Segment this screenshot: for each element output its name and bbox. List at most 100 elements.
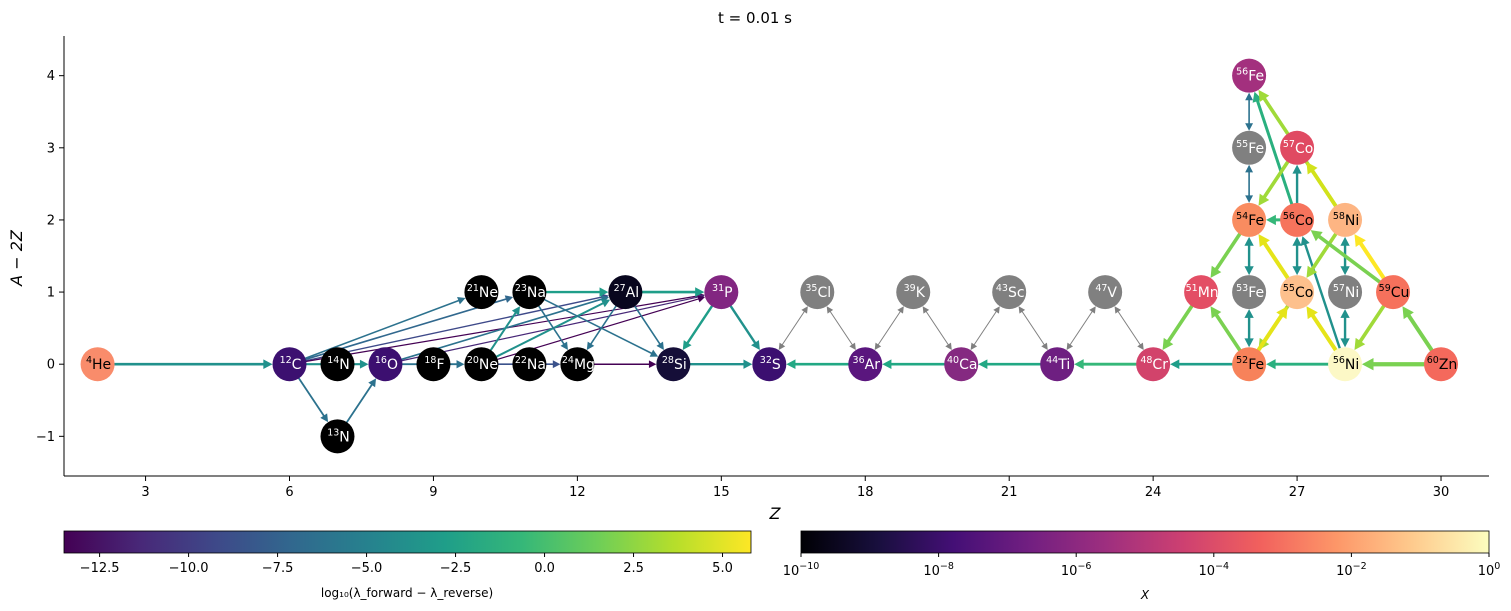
nuclide-label: 48Cr [1140, 355, 1168, 373]
x-axis-label: Z [769, 504, 782, 523]
nuclide-circle [1184, 275, 1219, 310]
reaction-link [1258, 234, 1290, 280]
link-arrowhead [1244, 338, 1254, 348]
x-tick-label: 3 [141, 485, 149, 500]
nuclide-circle [1040, 347, 1075, 382]
link-line [298, 377, 326, 418]
tick-base: 10 [1478, 564, 1495, 579]
reaction-link [1244, 309, 1254, 348]
nuclide-mass: 47 [1095, 283, 1107, 294]
link-arrowhead [1340, 266, 1350, 276]
reaction-link [1300, 236, 1341, 350]
nuclide-mass: 28 [662, 355, 674, 366]
link-arrowhead [882, 359, 892, 370]
reaction-link [1245, 92, 1254, 131]
nuclide-mass: 57 [1283, 139, 1295, 150]
y-axis-label: A − 2Z [7, 229, 26, 287]
nuclide-na-23: 23Na [512, 275, 547, 310]
nuclide-label: 35Cl [805, 283, 831, 301]
nuclide-label: 12C [280, 355, 302, 373]
nuclide-label: 51Mn [1186, 283, 1219, 301]
nuclide-ni-56: 56Ni [1328, 347, 1363, 382]
reaction-link [882, 359, 946, 370]
link-arrowhead [1354, 234, 1366, 247]
nuclide-fe-56: 56Fe [1232, 58, 1267, 93]
nuclide-mass: 40 [947, 355, 959, 366]
colorbar-abundance-tick-label: 10−6 [1061, 561, 1092, 579]
link-line [589, 305, 617, 346]
nuclide-element: Ni [1345, 285, 1359, 301]
nuclide-label: 57Ni [1333, 283, 1359, 301]
nuclide-label: 24Mg [562, 355, 595, 373]
link-arrowhead [1276, 306, 1288, 320]
nuclide-element: F [436, 357, 444, 373]
link-arrowhead [970, 342, 978, 351]
link-arrowhead [599, 287, 609, 297]
nuclide-circle [272, 347, 307, 382]
link-arrowhead [1244, 266, 1254, 276]
nuclide-element: Ti [1057, 357, 1070, 373]
link-arrowhead [1310, 230, 1323, 242]
link-arrowhead [978, 359, 988, 370]
nuclide-circle [416, 347, 451, 382]
reaction-link [1162, 304, 1194, 351]
colorbar-rates-tick-label: −12.5 [80, 561, 120, 576]
reaction-link [1306, 306, 1338, 353]
nuclide-label: 31P [712, 283, 733, 301]
link-arrowhead [1258, 89, 1270, 102]
colorbar-rates-tick-label: −10.0 [169, 561, 209, 576]
tick-exponent: −8 [940, 561, 954, 572]
link-arrowhead [778, 342, 786, 351]
reaction-link [1306, 232, 1338, 278]
reaction-link [538, 305, 568, 351]
chart-title: t = 0.01 s [718, 9, 792, 27]
reaction-link [543, 298, 659, 357]
nuclide-circle [608, 275, 643, 310]
reaction-link [593, 360, 657, 369]
reaction-link [786, 359, 850, 370]
nuclide-label: 13N [327, 427, 350, 445]
nuclide-label: 58Ni [1333, 211, 1359, 229]
nuclide-element: P [724, 285, 732, 301]
nuclide-circle [80, 347, 115, 382]
link-arrowhead [1340, 338, 1350, 348]
nuclide-he-4: 4He [80, 347, 115, 382]
nuclide-label: 22Na [515, 355, 546, 373]
link-line [1309, 167, 1338, 208]
nuclide-circle [944, 347, 979, 382]
nuclide-circle [1280, 275, 1315, 310]
link-line [305, 296, 604, 362]
colorbar-abundance: 10−10 10−8 10−6 10−4 10−2 100 X [783, 530, 1500, 602]
nuclide-mass: 24 [562, 355, 574, 366]
nuclide-label: 43Sc [996, 283, 1025, 301]
link-arrowhead [1402, 306, 1414, 320]
x-tick-label: 12 [569, 485, 586, 500]
colorbar-rates-ticks: −12.5 −10.0 −7.5 −5.0 −2.5 0.0 2.5 5.0 [80, 553, 733, 576]
link-arrowhead [320, 413, 329, 423]
nuclide-mass: 55 [1283, 283, 1295, 294]
nuclide-element: Cl [817, 285, 831, 301]
link-arrowhead [1041, 342, 1048, 351]
link-arrowhead [897, 306, 904, 314]
nuclide-mass: 20 [467, 355, 479, 366]
nuclide-mass: 58 [1333, 211, 1345, 222]
colorbar-abundance-tick-label: 10−2 [1336, 561, 1367, 579]
link-line [633, 305, 662, 346]
nuclide-ne-21: 21Ne [464, 275, 499, 310]
nuclide-label: 60Zn [1427, 355, 1458, 373]
nuclide-label: 56Co [1283, 211, 1313, 229]
link-arrowhead [600, 299, 611, 308]
link-line [1069, 310, 1094, 347]
nuclide-element: Ni [1345, 357, 1359, 373]
nuclide-circle [896, 275, 931, 310]
tick-exponent: −10 [799, 561, 819, 572]
nuclide-circle [1232, 58, 1267, 93]
link-arrowhead [1162, 337, 1174, 351]
nuclide-element: Al [626, 285, 639, 301]
link-arrowhead [1362, 358, 1374, 371]
nuclide-ni-57: 57Ni [1328, 275, 1363, 310]
link-line [829, 310, 854, 347]
nuclide-circle [656, 347, 691, 382]
nuclide-fe-53: 53Fe [1232, 275, 1267, 310]
